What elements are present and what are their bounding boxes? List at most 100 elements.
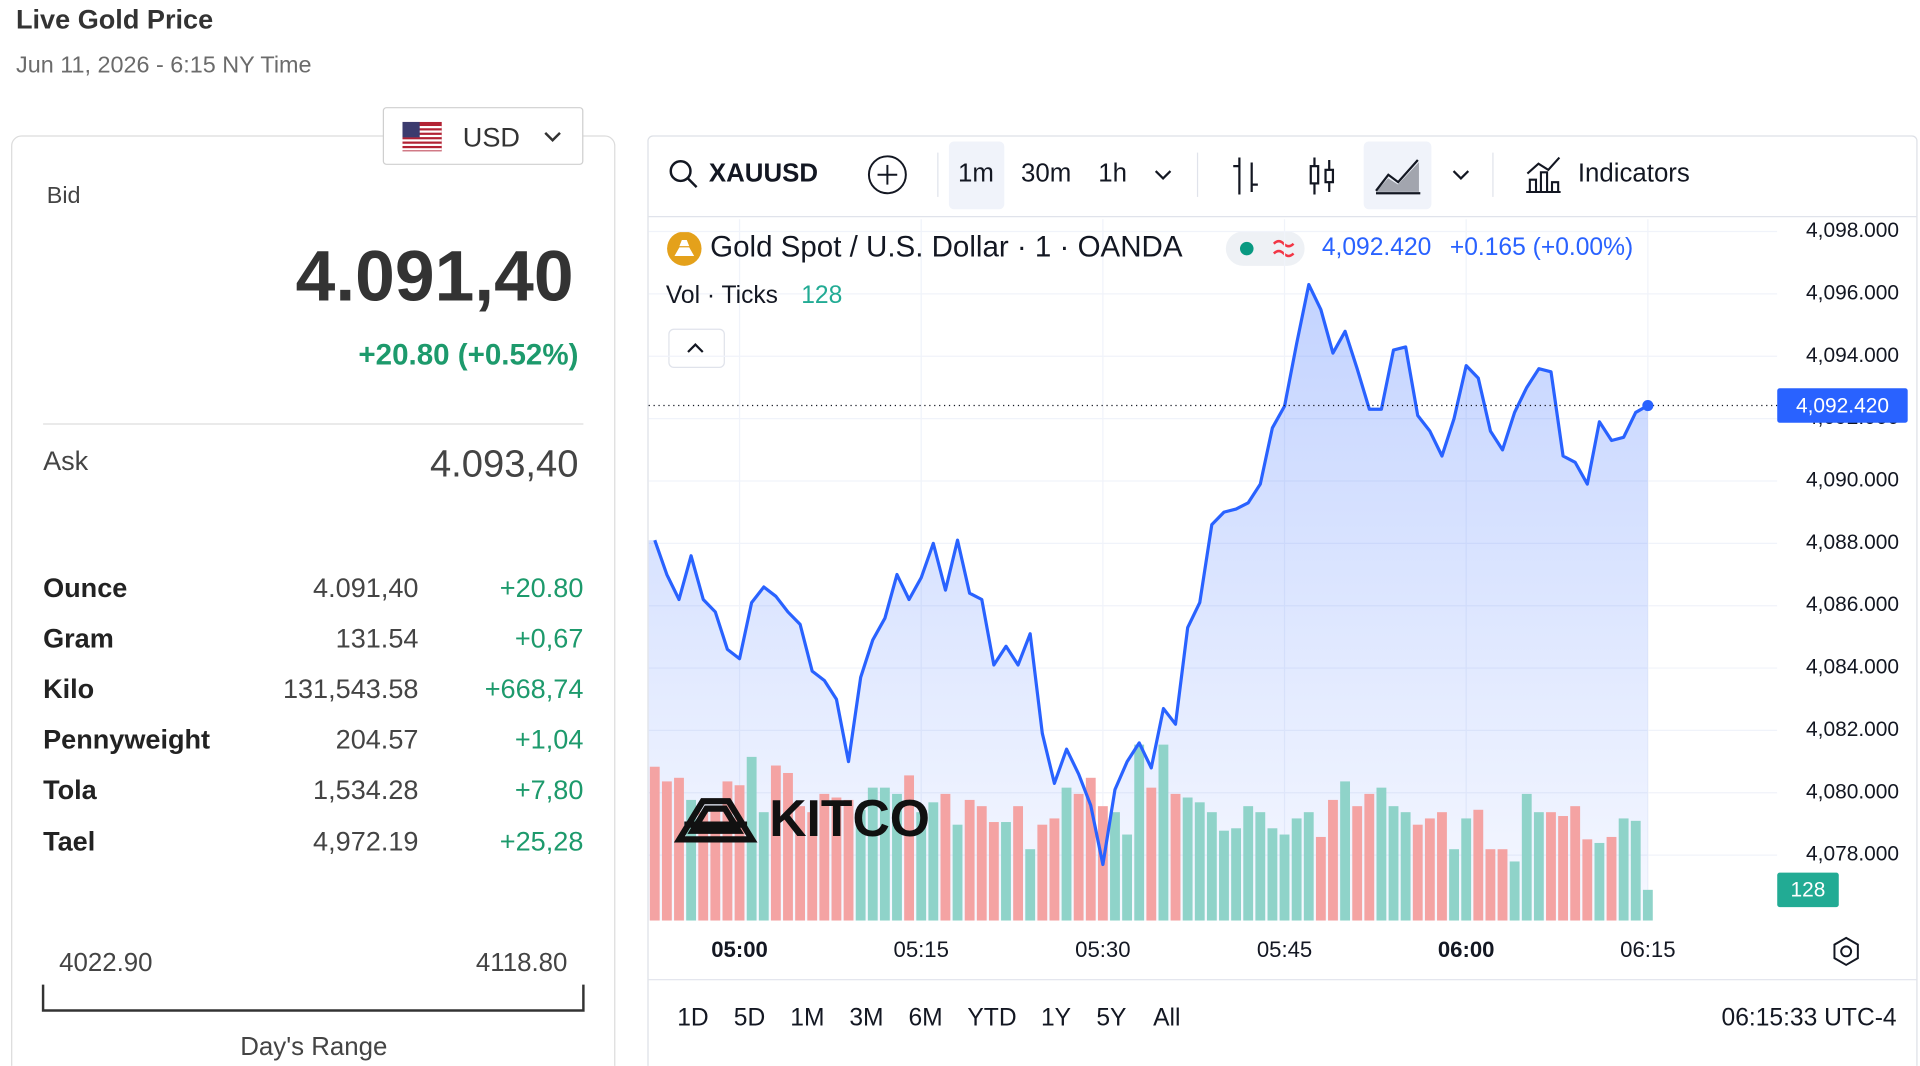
volume-bar (661, 781, 672, 921)
range-button[interactable]: YTD (967, 1005, 1016, 1032)
currency-chevron (544, 132, 561, 143)
quote-card (11, 135, 616, 1066)
y-tick-label: 4,096.000 (1806, 281, 1899, 304)
price-line (653, 282, 1649, 867)
x-tick-label: 06:00 (1438, 937, 1495, 962)
volume-bar (1073, 793, 1084, 921)
area-icon[interactable] (1375, 159, 1421, 195)
volume-bar (1424, 818, 1435, 921)
volume-bar (1001, 822, 1011, 921)
collapse-button[interactable] (668, 328, 725, 368)
interval-dropdown[interactable] (1154, 170, 1172, 181)
unit-name: Gram (43, 622, 114, 654)
volume-bar (1206, 812, 1217, 921)
interval-active-bg (948, 141, 1005, 210)
ask-label: Ask (43, 445, 89, 477)
unit-name: Ounce (43, 572, 128, 604)
volume-bar (1122, 834, 1133, 921)
page-subtitle: Jun 11, 2026 - 6:15 NY Time (15, 52, 312, 79)
volume-bar (1037, 824, 1048, 921)
chart-type-dropdown[interactable] (1452, 170, 1470, 181)
volume-bar (674, 777, 684, 921)
volume-bar (976, 806, 987, 921)
volume-bar (964, 799, 975, 921)
volume-bar (722, 781, 733, 921)
volume-bar (1085, 777, 1096, 921)
range-button[interactable]: All (1153, 1005, 1180, 1032)
volume-bar (758, 812, 769, 921)
volume-bar (843, 799, 854, 921)
volume-label-box (1777, 872, 1839, 908)
volume-bar (1642, 889, 1653, 921)
y-tick-label: 4,088.000 (1806, 531, 1899, 554)
bars-icon[interactable] (1233, 157, 1258, 195)
area (648, 284, 1648, 921)
range-button[interactable]: 6M (908, 1005, 942, 1032)
candles-icon[interactable] (1309, 157, 1335, 195)
range-button[interactable]: 3M (849, 1005, 883, 1032)
volume-bar (1267, 828, 1278, 921)
volume-bar (879, 787, 890, 921)
range-button[interactable]: 1Y (1041, 1005, 1071, 1032)
x-tick-label: 05:00 (711, 937, 768, 962)
volume-bar (1291, 818, 1302, 921)
last-price-box (1777, 388, 1908, 423)
range-button[interactable]: 1M (790, 1005, 824, 1032)
volume-bar (819, 793, 830, 921)
volume-bar (1328, 799, 1338, 921)
volume-bar (1521, 793, 1532, 921)
search-icon[interactable] (669, 159, 698, 188)
bid-label: Bid (46, 183, 81, 210)
bid-change: +20.80 (+0.52%) (358, 338, 579, 372)
unit-change: +25,28 (499, 825, 584, 857)
volume-bar (867, 787, 878, 921)
volume-bar (1243, 806, 1254, 921)
unit-name: Pennyweight (43, 723, 211, 755)
interval-button[interactable]: 30m (1021, 160, 1071, 188)
volume-bar (1388, 806, 1399, 921)
currency-select[interactable]: USD (382, 107, 584, 165)
status-pill (1225, 231, 1305, 266)
symbol[interactable]: XAUUSD (709, 160, 818, 188)
interval-button[interactable]: 1m (958, 160, 994, 188)
indicators-icon[interactable] (1526, 156, 1561, 194)
range-button[interactable]: 5Y (1096, 1005, 1126, 1032)
volume-bar (1630, 820, 1641, 921)
volume-bar (698, 812, 709, 921)
volume-bar (1110, 812, 1120, 921)
unit-name: Tola (43, 774, 97, 805)
volume-bar (940, 793, 951, 921)
bid-price: 4.091,40 (295, 236, 574, 317)
volume-bar (795, 806, 806, 921)
volume-bar (1303, 812, 1314, 921)
volume-bar (1570, 806, 1581, 921)
interval-button[interactable]: 1h (1098, 160, 1127, 188)
settings-icon[interactable] (1833, 936, 1859, 967)
volume-bar (1558, 816, 1568, 921)
indicators-button[interactable]: Indicators (1578, 160, 1690, 188)
volume-bar (1594, 842, 1605, 921)
volume-bar (1606, 836, 1617, 921)
range-label: Day's Range (240, 1032, 388, 1061)
compare-button[interactable] (867, 155, 907, 195)
volume-bar (686, 799, 697, 921)
range-button[interactable]: 1D (677, 1005, 708, 1032)
y-tick-label: 4,084.000 (1806, 656, 1899, 679)
flag-icon (402, 121, 442, 152)
divider (43, 423, 584, 425)
volume-bar (1182, 797, 1193, 921)
unit-change: +668,74 (484, 673, 584, 704)
volume-bar (1509, 861, 1520, 921)
symbol-logo-bars (674, 239, 695, 256)
volume-bar (770, 765, 781, 921)
volume-bar (952, 824, 963, 921)
last-price-label: 4,092.420 (1796, 394, 1889, 417)
volume-bar (1400, 812, 1411, 921)
unit-change: +1,04 (514, 723, 584, 755)
volume-bar (1340, 781, 1351, 921)
range-button[interactable]: 5D (734, 1005, 765, 1032)
legend-series: Gold Spot / U.S. Dollar · 1 · OANDA (710, 230, 1183, 263)
